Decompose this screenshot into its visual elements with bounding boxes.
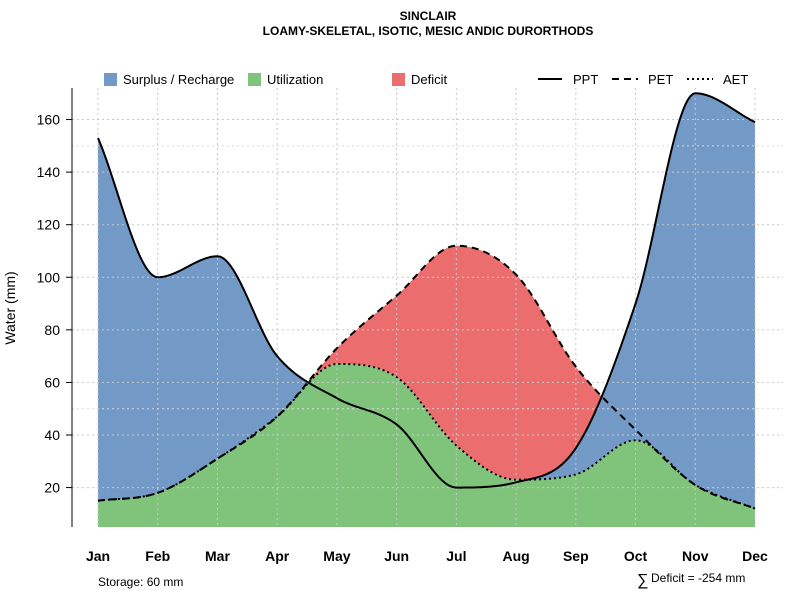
area-surplus-above-aet	[98, 93, 755, 509]
y-tick-label: 20	[44, 480, 60, 496]
x-tick-label: Aug	[502, 548, 529, 564]
grid-layer	[72, 88, 783, 527]
x-tick-label: Dec	[742, 548, 768, 564]
line-ppt	[97, 92, 756, 489]
y-axis-label: Water (mm)	[2, 271, 18, 344]
x-tick-label: Feb	[145, 548, 170, 564]
x-tick-label: May	[323, 548, 350, 564]
legend-label-surplus: Surplus / Recharge	[123, 72, 234, 87]
chart-title: SINCLAIR	[400, 9, 457, 23]
legend-label-pet: PET	[648, 72, 673, 87]
y-tick-label: 60	[44, 374, 60, 390]
legend-swatch-surplus	[104, 73, 117, 86]
x-tick-label: Sep	[563, 548, 589, 564]
deficit-total-label: Deficit = -254 mm	[651, 571, 745, 585]
legend-swatch-utilization	[248, 73, 261, 86]
y-tick-label: 120	[37, 217, 61, 233]
x-tick-label: Jan	[86, 548, 110, 564]
area-utilization	[98, 364, 755, 527]
y-tick-label: 140	[37, 164, 61, 180]
legend-label-aet: AET	[723, 72, 748, 87]
x-tick-label: Nov	[682, 548, 709, 564]
legend-label-ppt: PPT	[573, 72, 598, 87]
legend-swatch-deficit	[392, 73, 405, 86]
axes-layer: 20 40 60 80 100 120 140 160 Jan Feb Mar Apr May Jun Ju…	[37, 88, 768, 564]
y-tick-label: 160	[37, 112, 61, 128]
x-tick-label: Oct	[624, 548, 648, 564]
chart-subtitle: LOAMY-SKELETAL, ISOTIC, MESIC ANDIC DURO…	[263, 24, 594, 38]
legend-label-deficit: Deficit	[411, 72, 448, 87]
x-tick-label: Mar	[205, 548, 230, 564]
x-tick-label: Apr	[265, 548, 290, 564]
sum-icon: ∑	[637, 572, 648, 589]
x-tick-label: Jul	[446, 548, 466, 564]
legend-label-utilization: Utilization	[267, 72, 323, 87]
storage-label: Storage: 60 mm	[98, 575, 183, 589]
y-tick-label: 80	[44, 322, 60, 338]
line-layer	[97, 92, 756, 510]
x-tick-label: Jun	[384, 548, 409, 564]
area-layer	[98, 93, 755, 527]
line-aet	[97, 363, 756, 510]
legend: Surplus / Recharge Utilization Deficit P…	[104, 72, 748, 87]
y-tick-label: 100	[37, 269, 61, 285]
y-tick-label: 40	[44, 427, 60, 443]
